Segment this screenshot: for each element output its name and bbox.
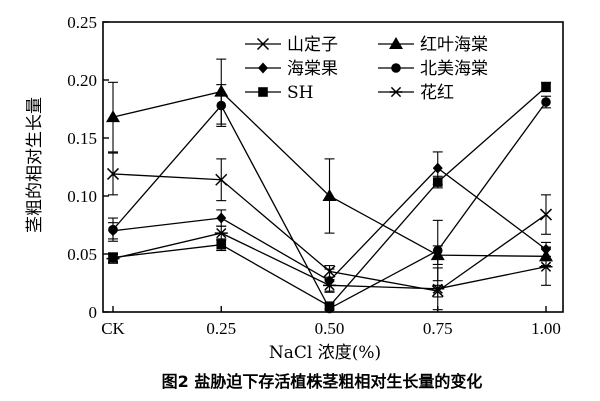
triangle-marker xyxy=(389,37,403,49)
square-marker xyxy=(541,82,551,92)
x-marker xyxy=(256,37,270,51)
legend-label: 红叶海棠 xyxy=(420,35,488,55)
circle-marker xyxy=(432,245,443,256)
series-layer xyxy=(106,58,553,314)
x-tick-label: 0.50 xyxy=(315,319,345,338)
square-marker xyxy=(258,87,268,97)
x-tick-label: 0.25 xyxy=(206,319,236,338)
legend-item: 北美海棠 xyxy=(378,59,488,79)
legend-item: 山定子 xyxy=(245,35,338,55)
x-axis-title: NaCl 浓度(%) xyxy=(269,343,381,363)
triangle-marker xyxy=(106,110,120,123)
circle-marker xyxy=(108,224,118,235)
x-marker xyxy=(539,208,553,221)
diamond-marker xyxy=(216,212,227,224)
x-tick-label: 0.75 xyxy=(423,319,453,338)
legend-item: SH xyxy=(245,83,313,103)
asterisk-marker xyxy=(539,261,553,272)
square-marker xyxy=(432,177,443,187)
y-axis-ticks: 0 0.05 0.10 0.15 0.20 0.25 xyxy=(67,13,109,322)
diamond-marker xyxy=(432,162,443,174)
asterisk-marker xyxy=(323,280,336,291)
square-marker xyxy=(324,301,335,311)
y-tick-label: 0.20 xyxy=(67,71,97,90)
asterisk-marker xyxy=(389,86,403,98)
y-axis-title: 茎粗的相对生长量 xyxy=(25,97,45,233)
x-tick-label: 1.00 xyxy=(531,319,561,338)
x-marker xyxy=(106,167,120,180)
diamond-marker xyxy=(258,62,268,74)
y-tick-label: 0.15 xyxy=(67,129,97,148)
x-marker xyxy=(215,173,228,186)
legend-item: 海棠果 xyxy=(245,59,338,79)
x-axis-ticks: CK 0.25 0.50 0.75 1.00 xyxy=(101,306,561,338)
y-tick-label: 0.05 xyxy=(67,245,97,264)
legend-label: 海棠果 xyxy=(287,59,338,79)
circle-marker xyxy=(216,100,227,111)
y-tick-label: 0 xyxy=(89,303,98,322)
y-tick-label: 0.25 xyxy=(67,13,97,32)
legend-label: 山定子 xyxy=(287,35,338,55)
legend-label: 花红 xyxy=(420,83,454,103)
circle-marker xyxy=(391,63,401,73)
circle-marker xyxy=(541,97,551,107)
legend-item: 花红 xyxy=(378,83,454,103)
square-marker xyxy=(216,239,227,250)
legend-label: 北美海棠 xyxy=(420,59,488,79)
asterisk-marker xyxy=(106,253,120,264)
asterisk-marker xyxy=(431,283,445,294)
y-tick-label: 0.10 xyxy=(67,187,97,206)
figure-caption: 图2 盐胁迫下存活植株茎粗相对生长量的变化 xyxy=(162,372,483,391)
asterisk-marker xyxy=(214,227,228,239)
x-tick-label: CK xyxy=(101,319,125,338)
legend-label: SH xyxy=(287,83,313,103)
series-asterisk xyxy=(106,225,553,311)
legend-item: 红叶海棠 xyxy=(378,35,488,55)
series-triangle xyxy=(106,58,553,267)
triangle-marker xyxy=(322,189,337,201)
